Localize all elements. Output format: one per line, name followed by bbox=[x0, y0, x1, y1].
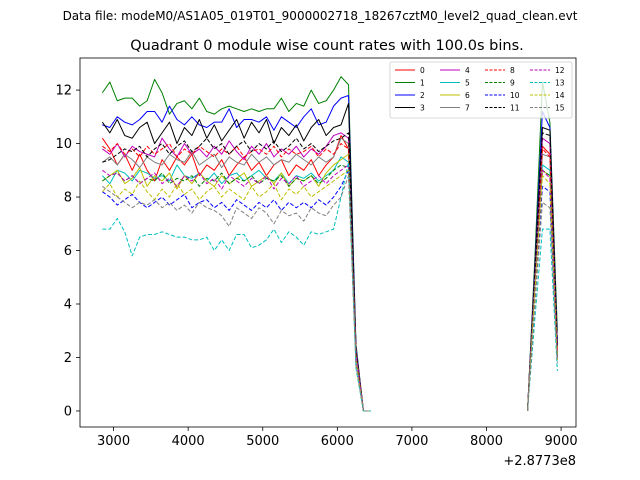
series-0-segment-1 bbox=[101, 135, 371, 412]
x-offset-label: +2.8773e8 bbox=[503, 454, 576, 469]
legend-label-2: 2 bbox=[420, 91, 425, 100]
series-15-segment-1 bbox=[102, 175, 371, 412]
legend-label-4: 4 bbox=[465, 66, 470, 75]
legend-label-6: 6 bbox=[465, 91, 470, 100]
series-14-segment-1 bbox=[102, 169, 371, 412]
legend-label-12: 12 bbox=[555, 66, 565, 75]
series-9-segment-1 bbox=[102, 164, 371, 412]
legend-label-3: 3 bbox=[420, 103, 425, 112]
legend-label-7: 7 bbox=[465, 103, 470, 112]
series-12-segment-2 bbox=[527, 169, 558, 411]
y-tick-label: 8 bbox=[64, 191, 72, 206]
x-tick-label: 9000 bbox=[545, 434, 578, 449]
series-8-segment-2 bbox=[527, 148, 558, 411]
series-13 bbox=[102, 161, 558, 412]
x-tick-label: 8000 bbox=[470, 434, 503, 449]
legend-label-8: 8 bbox=[510, 66, 515, 75]
legend-label-14: 14 bbox=[555, 91, 565, 100]
legend-label-1: 1 bbox=[420, 78, 425, 87]
legend-label-13: 13 bbox=[555, 78, 565, 87]
y-tick-label: 10 bbox=[55, 137, 72, 152]
x-tick-label: 7000 bbox=[395, 434, 428, 449]
x-tick-label: 4000 bbox=[172, 434, 205, 449]
y-tick-label: 6 bbox=[64, 244, 72, 259]
series-15 bbox=[102, 175, 558, 412]
series-10-segment-1 bbox=[102, 169, 371, 412]
series-12-segment-1 bbox=[102, 164, 371, 412]
series-13-segment-1 bbox=[102, 161, 371, 412]
chart-title: Quadrant 0 module wise count rates with … bbox=[130, 38, 524, 54]
x-axis: 3000 4000 5000 6000 7000 8000 9000 bbox=[97, 427, 578, 449]
legend-label-9: 9 bbox=[510, 78, 515, 87]
series-13-segment-2 bbox=[527, 228, 558, 411]
series-14 bbox=[102, 169, 558, 412]
series-8 bbox=[102, 143, 558, 412]
series-12 bbox=[102, 164, 558, 412]
series-4-segment-1 bbox=[102, 132, 371, 412]
y-tick-label: 0 bbox=[64, 404, 72, 419]
legend-label-15: 15 bbox=[555, 103, 565, 112]
y-tick-label: 12 bbox=[55, 84, 72, 99]
y-axis: 0 2 4 6 8 10 12 bbox=[55, 84, 80, 419]
legend-label-5: 5 bbox=[465, 78, 470, 87]
series-9 bbox=[102, 164, 558, 412]
series-5-segment-1 bbox=[102, 156, 371, 412]
y-tick-label: 4 bbox=[64, 298, 72, 313]
x-tick-label: 3000 bbox=[97, 434, 130, 449]
series-layer bbox=[101, 76, 558, 412]
figure-suptitle: Data file: modeM0/AS1A05_019T01_90000027… bbox=[63, 9, 578, 23]
legend-label-10: 10 bbox=[510, 91, 520, 100]
plot-frame bbox=[79, 57, 577, 428]
x-tick-label: 5000 bbox=[246, 434, 279, 449]
legend-label-11: 11 bbox=[510, 103, 520, 112]
series-15-segment-2 bbox=[527, 201, 558, 411]
series-11 bbox=[102, 132, 558, 412]
y-tick-label: 2 bbox=[64, 351, 72, 366]
x-tick-label: 6000 bbox=[321, 434, 354, 449]
series-0 bbox=[101, 135, 558, 412]
series-2 bbox=[102, 94, 558, 412]
series-6 bbox=[102, 153, 558, 412]
series-14-segment-2 bbox=[527, 175, 558, 411]
series-8-segment-1 bbox=[102, 143, 371, 412]
series-3-segment-1 bbox=[101, 102, 371, 412]
series-6-segment-1 bbox=[102, 153, 371, 412]
series-11-segment-2 bbox=[527, 132, 558, 411]
series-1-segment-1 bbox=[101, 76, 371, 412]
series-10 bbox=[102, 169, 558, 412]
legend-box bbox=[389, 61, 573, 119]
series-2-segment-1 bbox=[102, 94, 371, 412]
legend-label-0: 0 bbox=[420, 66, 425, 75]
series-11-segment-1 bbox=[102, 132, 371, 412]
